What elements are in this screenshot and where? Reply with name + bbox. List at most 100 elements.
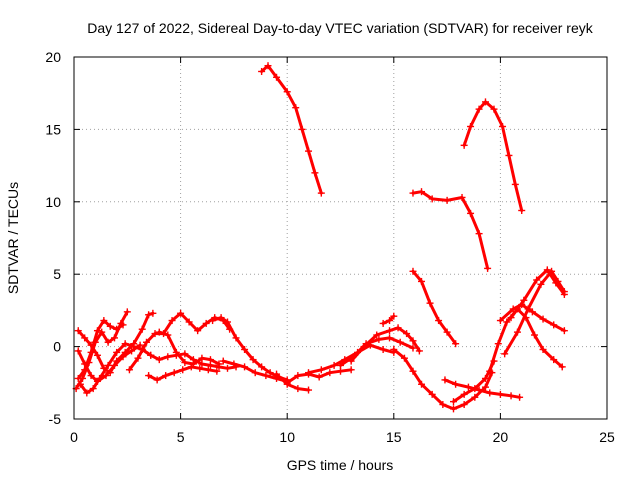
data-point — [513, 305, 521, 313]
data-point — [74, 374, 82, 382]
series-trace — [307, 343, 396, 375]
data-point — [181, 350, 189, 358]
data-point — [390, 312, 398, 320]
data-point — [106, 322, 114, 330]
data-point — [155, 328, 163, 336]
data-point — [164, 331, 172, 339]
data-point — [162, 372, 170, 380]
data-point — [409, 344, 417, 352]
data-point — [418, 277, 426, 285]
data-point — [155, 356, 163, 364]
data-point — [452, 380, 460, 388]
data-point — [409, 367, 417, 375]
data-point — [531, 331, 539, 339]
data-point — [467, 209, 475, 217]
data-point — [119, 321, 127, 329]
data-point — [452, 340, 460, 348]
data-point — [142, 338, 150, 346]
data-point — [467, 123, 475, 131]
data-point — [230, 360, 238, 368]
data-point — [196, 364, 204, 372]
data-point — [121, 340, 129, 348]
series-arc-11 — [449, 357, 498, 406]
data-point — [443, 196, 451, 204]
series-arc-23 — [125, 309, 234, 374]
data-point — [418, 380, 426, 388]
data-point — [460, 401, 468, 409]
data-point — [354, 348, 362, 356]
x-tick-label: 15 — [386, 429, 402, 445]
series-trace — [392, 348, 494, 411]
data-point — [315, 373, 323, 381]
data-point — [428, 390, 436, 398]
data-point — [548, 267, 556, 275]
data-point — [87, 348, 95, 356]
data-point — [262, 372, 270, 380]
x-axis-label: GPS time / hours — [287, 457, 394, 473]
data-point — [400, 354, 408, 362]
series-arc-16 — [283, 366, 355, 387]
data-point — [74, 347, 82, 355]
data-point — [217, 314, 225, 322]
data-point — [475, 386, 483, 394]
x-tick-label: 25 — [599, 429, 615, 445]
series-arc-8 — [486, 305, 566, 375]
series-arc-9 — [390, 345, 496, 413]
data-point — [283, 377, 291, 385]
x-tick-label: 20 — [493, 429, 509, 445]
data-point — [206, 356, 214, 364]
data-point — [539, 345, 547, 353]
series-arc-1 — [258, 62, 325, 197]
series-arc-28 — [219, 357, 291, 385]
data-point — [123, 308, 131, 316]
data-point — [386, 327, 394, 335]
data-point — [386, 334, 394, 342]
data-point — [251, 369, 259, 377]
data-point — [311, 169, 319, 177]
data-point — [151, 330, 159, 338]
data-point — [481, 383, 489, 391]
data-point — [403, 330, 411, 338]
data-point — [494, 340, 502, 348]
series-trace — [411, 269, 458, 346]
data-point — [347, 366, 355, 374]
data-point — [198, 354, 206, 362]
axis-ticks: 0 5 10 15 20 25 -5 0 5 10 15 20 — [45, 49, 615, 445]
data-point — [511, 180, 519, 188]
data-point — [471, 385, 479, 393]
data-point — [439, 401, 447, 409]
data-point — [501, 350, 509, 358]
data-point — [554, 277, 562, 285]
data-point — [138, 325, 146, 333]
data-point — [475, 105, 483, 113]
data-point — [386, 317, 394, 325]
series-arc-27 — [209, 314, 291, 384]
data-point — [415, 347, 423, 355]
data-point — [149, 309, 157, 317]
data-point — [373, 331, 381, 339]
data-point — [409, 337, 417, 345]
data-point — [170, 369, 178, 377]
data-point — [543, 266, 551, 274]
data-point — [87, 341, 95, 349]
data-point — [273, 374, 281, 382]
data-point — [241, 345, 249, 353]
data-point — [503, 318, 511, 326]
data-point — [113, 325, 121, 333]
data-point — [330, 361, 338, 369]
y-tick-label: -5 — [49, 411, 62, 427]
series-arc-2 — [460, 98, 526, 214]
data-point — [136, 341, 144, 349]
data-point — [522, 314, 530, 322]
data-point — [202, 319, 210, 327]
data-series — [72, 62, 568, 413]
data-point — [181, 359, 189, 367]
y-tick-label: 15 — [45, 121, 61, 137]
data-point — [558, 363, 566, 371]
data-point — [490, 357, 498, 365]
data-point — [337, 367, 344, 375]
data-point — [305, 386, 313, 394]
data-point — [168, 317, 176, 325]
data-point — [426, 299, 434, 307]
